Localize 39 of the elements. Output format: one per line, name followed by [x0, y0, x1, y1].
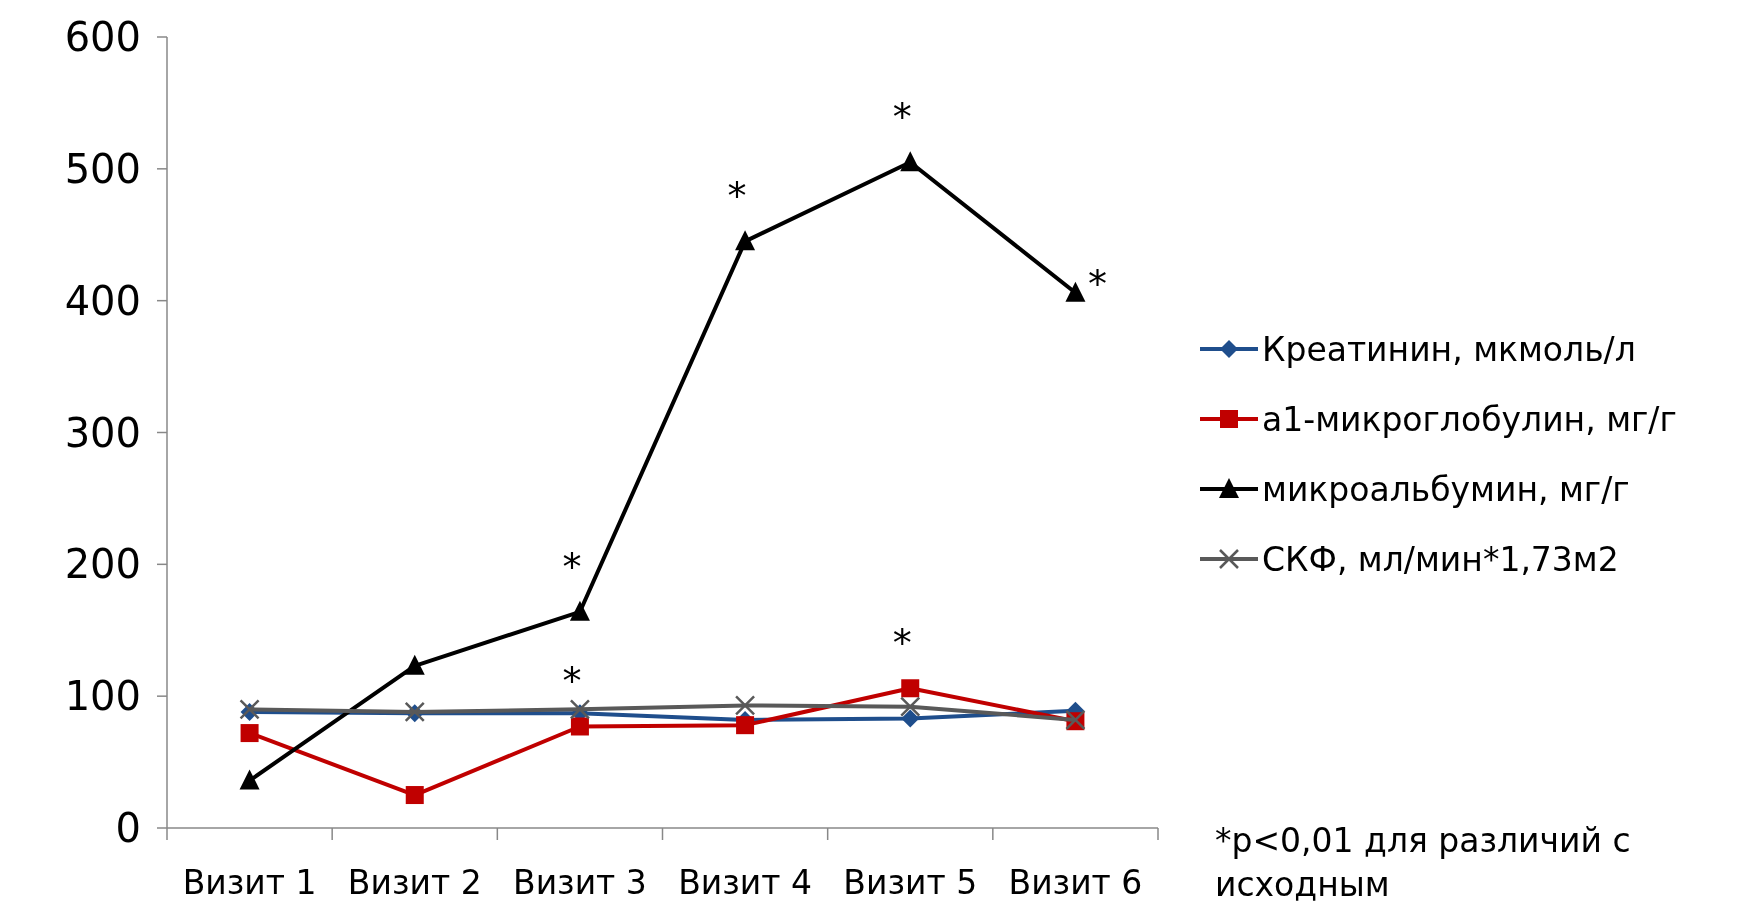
- y-tick-label: 0: [115, 805, 141, 851]
- y-tick-label: 200: [64, 541, 141, 588]
- legend-label: Креатинин, мкмоль/л: [1262, 329, 1636, 369]
- annotation: *: [1087, 261, 1107, 306]
- text: *p<0,01 для различий с исходным: [1215, 821, 1631, 904]
- annotation: *: [727, 174, 747, 219]
- y-tick-label: 400: [64, 277, 141, 324]
- point: [734, 695, 756, 716]
- point: [404, 654, 425, 675]
- x-tick-label: Визит 2: [347, 863, 482, 902]
- point: [405, 786, 424, 805]
- x-tick-label: Визит 1: [182, 863, 317, 902]
- y-tick-label: 600: [64, 14, 141, 60]
- legend-label: СКФ, мл/мин*1,73м2: [1262, 539, 1619, 579]
- y-tick-label: 100: [64, 673, 141, 720]
- x-tick-label: Визит 6: [1008, 863, 1143, 902]
- y-tick-label: 500: [64, 145, 141, 192]
- annotation: *: [892, 95, 912, 140]
- point: [735, 230, 756, 251]
- annotation: *: [562, 544, 582, 589]
- legend-label: а1-микроглобулин, мг/г: [1262, 399, 1677, 439]
- point: [736, 716, 755, 735]
- point: [901, 679, 920, 698]
- x-tick-label: Визит 4: [678, 863, 812, 902]
- y-tick-label: 300: [64, 409, 141, 456]
- point: [1065, 281, 1086, 302]
- point: [569, 699, 591, 720]
- point: [900, 151, 921, 172]
- x-tick-label: Визит 3: [513, 863, 647, 902]
- point: [240, 724, 259, 743]
- point: [239, 769, 260, 790]
- point: [570, 717, 589, 736]
- annotation: *: [892, 621, 912, 666]
- point: [900, 696, 921, 717]
- point: [569, 600, 590, 621]
- x-tick-label: Визит 5: [843, 863, 978, 902]
- point: [901, 709, 920, 728]
- annotation: *: [562, 659, 582, 704]
- legend-label: микроальбумин, мг/г: [1262, 469, 1630, 509]
